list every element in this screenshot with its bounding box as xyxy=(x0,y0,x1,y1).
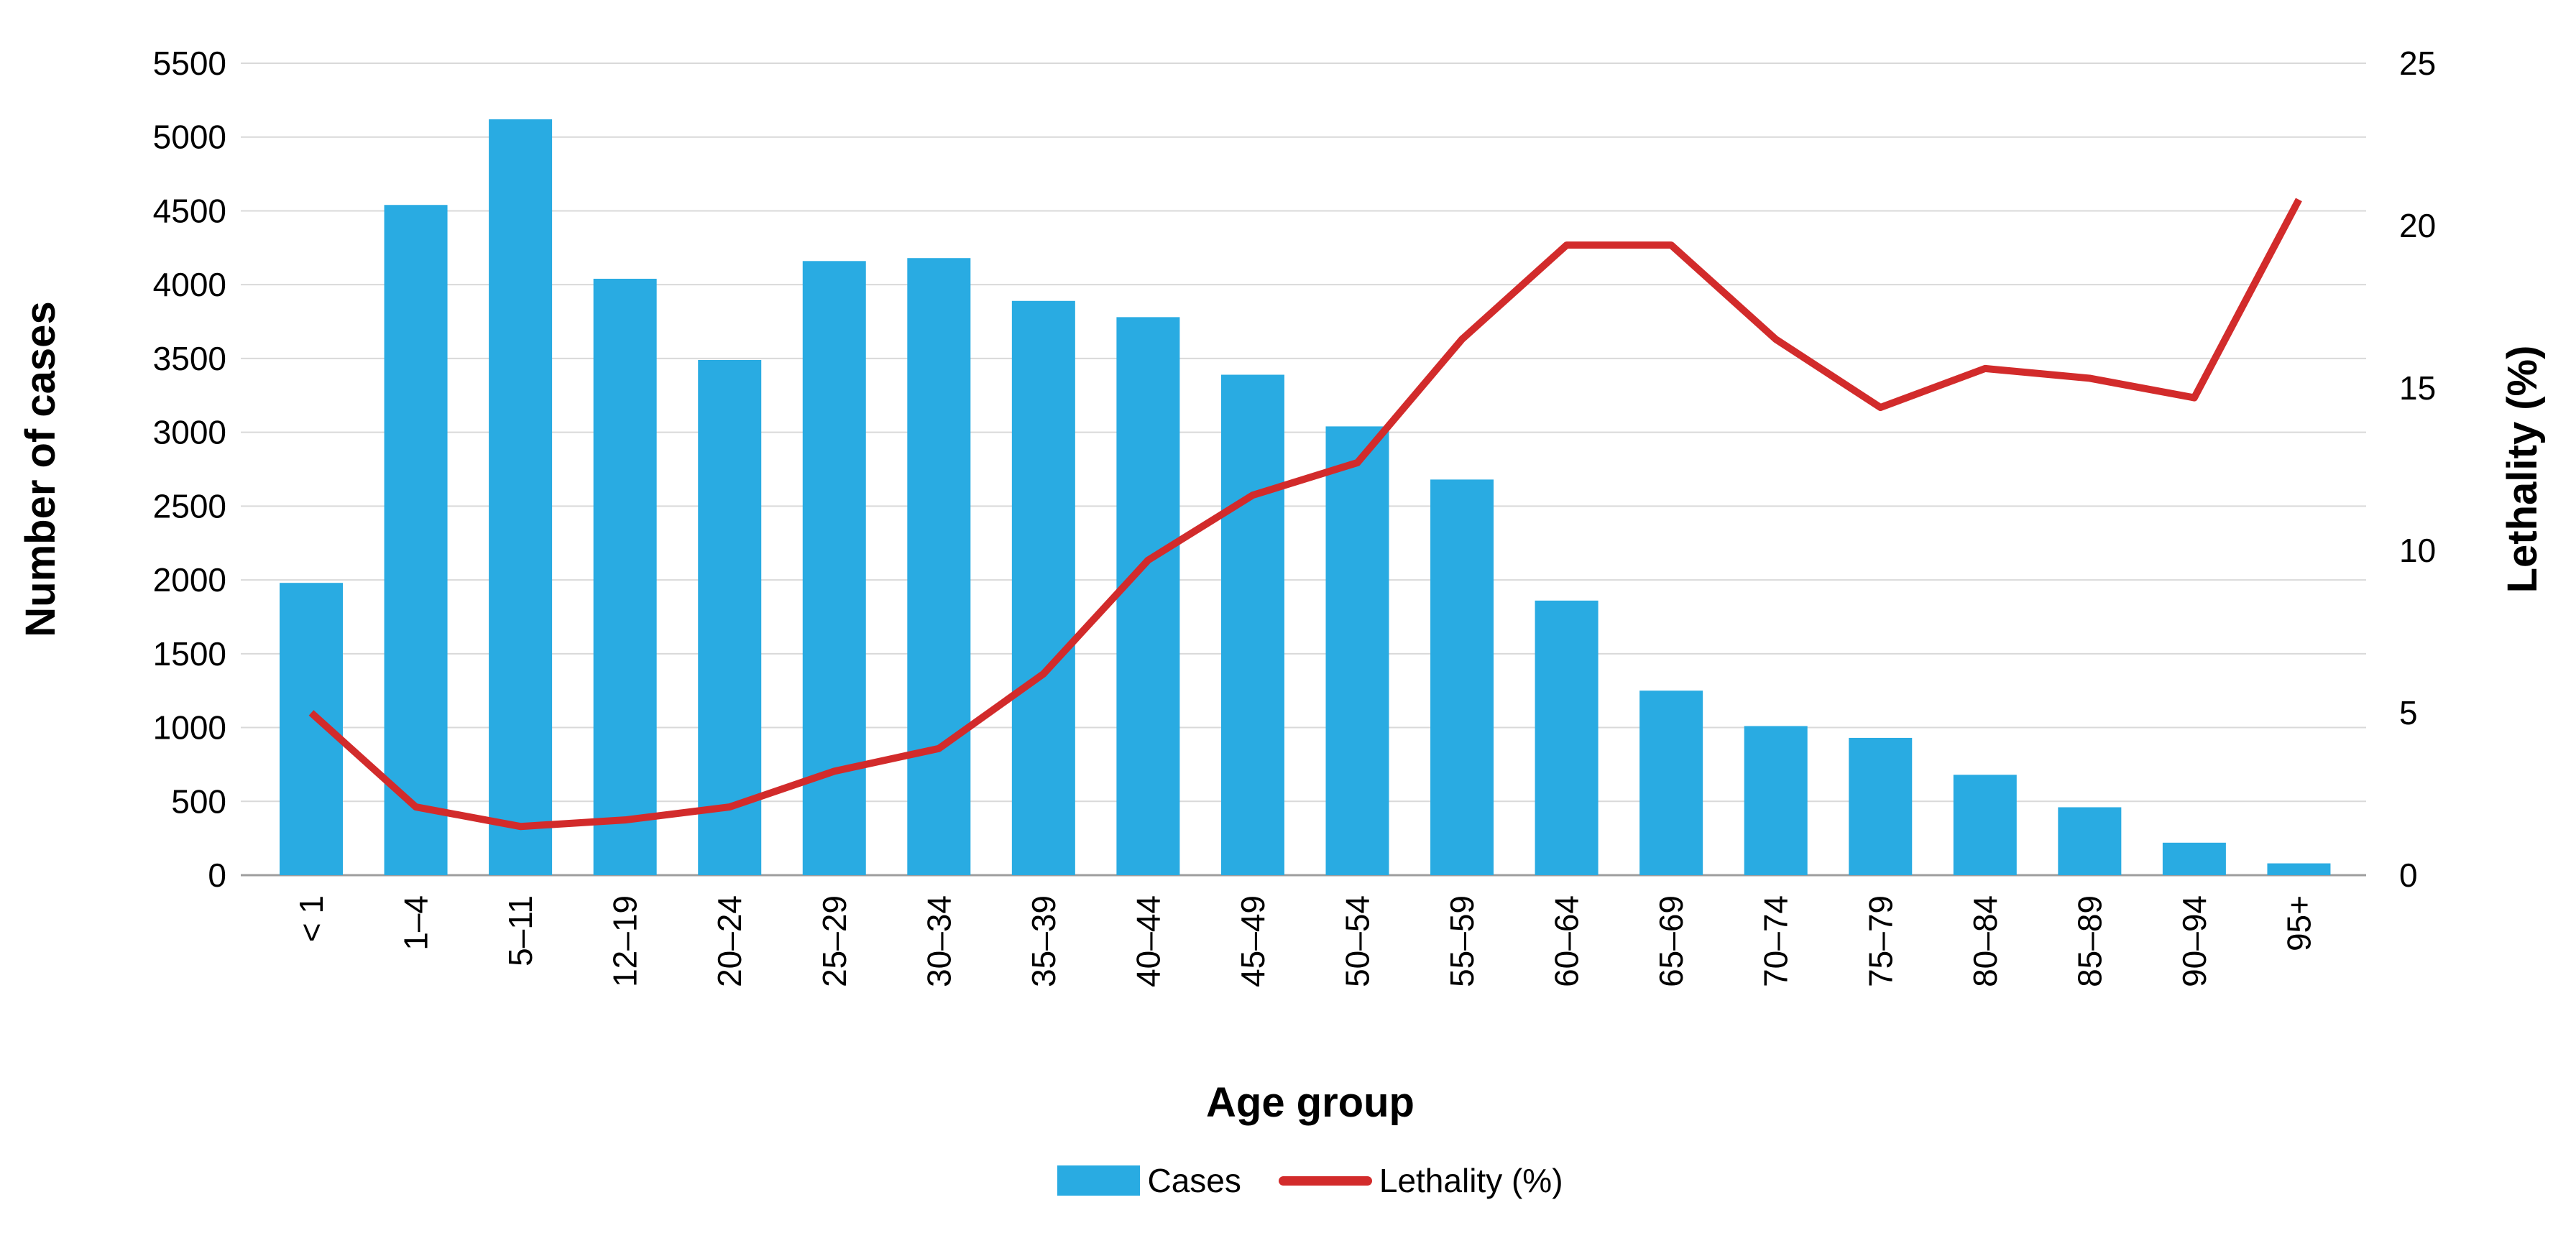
left-axis-tick-label: 2000 xyxy=(153,561,226,599)
legend: Cases Lethality (%) xyxy=(879,1155,1742,1206)
left-axis-title: Number of cases xyxy=(17,301,64,637)
legend-item-cases: Cases xyxy=(1057,1161,1241,1200)
right-axis-tick-label: 25 xyxy=(2399,45,2436,82)
cases-bar-swatch-icon xyxy=(1057,1165,1141,1196)
left-axis-tick-label: 0 xyxy=(208,856,226,894)
bar-90–94 xyxy=(2162,842,2226,875)
bar-20–24 xyxy=(698,359,762,875)
bar-35–39 xyxy=(1011,300,1075,875)
legend-label-cases: Cases xyxy=(1147,1162,1241,1199)
x-tick-label-35–39: 35–39 xyxy=(1025,895,1062,987)
bar-80–84 xyxy=(1953,775,2017,875)
x-tick-label-12–19: 12–19 xyxy=(607,895,644,987)
bar-85–89 xyxy=(2058,807,2122,875)
x-tick-label-75–79: 75–79 xyxy=(1862,895,1899,987)
bar-75–79 xyxy=(1849,737,1913,875)
lethality-line-swatch-icon xyxy=(1278,1176,1372,1186)
left-axis-tick-label: 2500 xyxy=(153,487,226,525)
left-axis-tick-label: 4500 xyxy=(153,192,226,229)
legend-item-lethality: Lethality (%) xyxy=(1278,1161,1563,1200)
x-tick-label-< 1: < 1 xyxy=(293,895,330,942)
bar-45–49 xyxy=(1220,374,1284,875)
x-tick-label-30–34: 30–34 xyxy=(920,895,957,987)
right-axis-tick-label: 0 xyxy=(2399,856,2418,894)
bar-12–19 xyxy=(593,278,657,875)
bar-55–59 xyxy=(1430,479,1494,875)
bar-40–44 xyxy=(1116,317,1180,875)
right-axis-title: Lethality (%) xyxy=(2499,345,2546,594)
x-tick-label-45–49: 45–49 xyxy=(1234,895,1271,987)
x-tick-label-65–69: 65–69 xyxy=(1652,895,1690,987)
left-axis-tick-label: 500 xyxy=(171,782,226,820)
bar-70–74 xyxy=(1744,726,1808,875)
right-axis-tick-label: 15 xyxy=(2399,369,2436,407)
left-axis-tick-label: 1000 xyxy=(153,709,226,747)
x-tick-label-80–84: 80–84 xyxy=(1966,895,2004,987)
x-tick-label-70–74: 70–74 xyxy=(1757,895,1795,987)
left-axis-tick-label: 3000 xyxy=(153,414,226,451)
legend-label-lethality: Lethality (%) xyxy=(1379,1162,1563,1199)
bar-25–29 xyxy=(802,261,866,875)
left-axis-tick-label: 5500 xyxy=(153,45,226,82)
bar-65–69 xyxy=(1639,691,1703,875)
bar-50–54 xyxy=(1325,426,1389,875)
x-tick-label-20–24: 20–24 xyxy=(711,895,748,987)
right-axis-tick-label: 10 xyxy=(2399,532,2436,569)
x-tick-label-50–54: 50–54 xyxy=(1339,895,1376,987)
left-axis-tick-label: 5000 xyxy=(153,119,226,156)
x-tick-label-40–44: 40–44 xyxy=(1129,895,1167,987)
lethality-line xyxy=(308,198,2302,831)
x-tick-label-60–64: 60–64 xyxy=(1548,895,1586,987)
bar-30–34 xyxy=(907,258,971,875)
right-axis-tick-label: 5 xyxy=(2399,694,2418,731)
x-tick-label-25–29: 25–29 xyxy=(816,895,853,987)
right-axis-tick-label: 20 xyxy=(2399,207,2436,244)
x-tick-label-90–94: 90–94 xyxy=(2176,895,2213,987)
bar-5–11 xyxy=(489,119,553,875)
x-tick-label-1–4: 1–4 xyxy=(397,895,435,951)
left-axis-tick-label: 3500 xyxy=(153,340,226,377)
bar-95+ xyxy=(2267,863,2331,875)
left-axis-tick-label: 4000 xyxy=(153,266,226,303)
x-tick-label-95+: 95+ xyxy=(2280,895,2317,951)
x-tick-label-55–59: 55–59 xyxy=(1443,895,1481,987)
x-axis-title: Age group xyxy=(1206,1079,1414,1126)
x-tick-label-5–11: 5–11 xyxy=(502,895,539,966)
left-axis-tick-label: 1500 xyxy=(153,635,226,673)
bar-60–64 xyxy=(1535,600,1598,875)
bar-1–4 xyxy=(384,205,448,876)
x-tick-label-85–89: 85–89 xyxy=(2071,895,2108,987)
